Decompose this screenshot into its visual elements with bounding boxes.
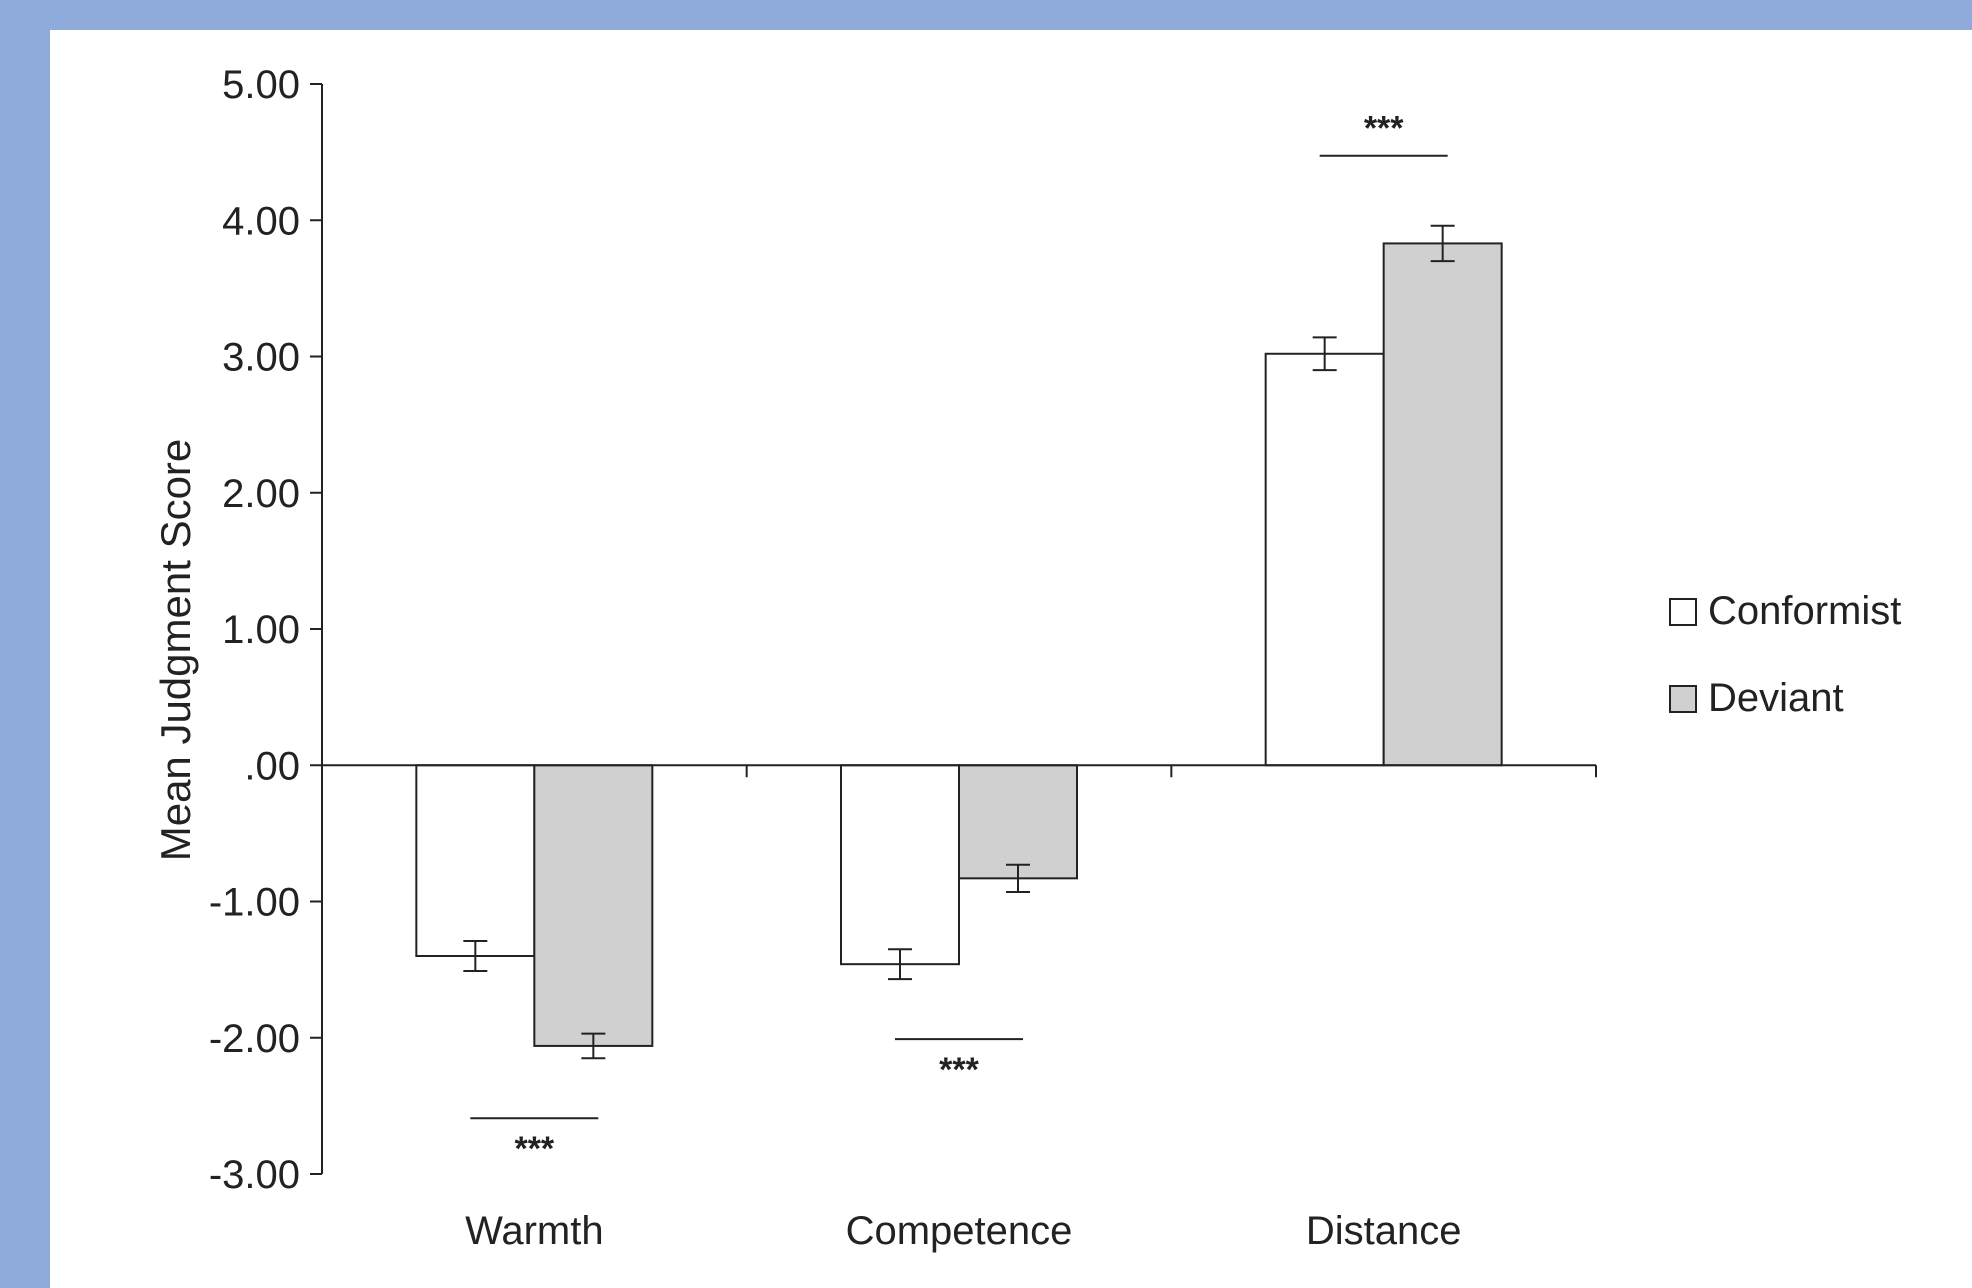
bar-deviant-distance — [1382, 242, 1503, 767]
legend-label-conformist: Conformist — [1708, 589, 1901, 633]
bar-conformist-distance — [1264, 352, 1385, 767]
y-tick-label: .00 — [244, 744, 300, 788]
bar-conformist-competence — [840, 764, 960, 966]
y-tick-label: -2.00 — [209, 1017, 300, 1061]
y-axis: 5.00 4.00 3.00 2.00 1.00 .00 -1.00 -2.00 -3.00 — [209, 63, 323, 1197]
category-label-distance: Distance — [1306, 1209, 1462, 1253]
y-tick-label: 5.00 — [222, 63, 300, 107]
y-axis-label: Mean Judgment Score — [152, 439, 199, 862]
bars-group — [415, 224, 1503, 1060]
legend: Conformist Deviant — [1669, 589, 1901, 720]
y-tick-label: 3.00 — [222, 336, 300, 380]
bar-chart: 5.00 4.00 3.00 2.00 1.00 .00 -1.00 -2.00 -3.00 W… — [152, 63, 1901, 1253]
category-label-competence: Competence — [846, 1209, 1073, 1253]
legend-swatch-deviant — [1669, 685, 1697, 713]
significance-label: *** — [514, 1130, 554, 1168]
y-tick-label: -3.00 — [209, 1153, 300, 1197]
category-label-warmth: Warmth — [465, 1209, 604, 1253]
y-tick-label: 1.00 — [222, 608, 300, 652]
bar-deviant-competence — [958, 764, 1078, 880]
legend-label-deviant: Deviant — [1708, 676, 1844, 720]
y-tick-label: 2.00 — [222, 472, 300, 516]
bar-conformist-warmth — [415, 764, 536, 957]
chart-panel: 5.00 4.00 3.00 2.00 1.00 .00 -1.00 -2.00 -3.00 W… — [50, 30, 1972, 1288]
y-tick-label: -1.00 — [209, 881, 300, 925]
significance-markers: *** *** *** — [470, 110, 1448, 1168]
y-tick-label: 4.00 — [222, 199, 300, 243]
significance-label: *** — [1364, 110, 1404, 148]
x-axis: Warmth Competence Distance — [322, 764, 1597, 1253]
significance-label: *** — [939, 1051, 979, 1089]
legend-swatch-conformist — [1669, 598, 1697, 626]
bar-deviant-warmth — [533, 764, 654, 1047]
